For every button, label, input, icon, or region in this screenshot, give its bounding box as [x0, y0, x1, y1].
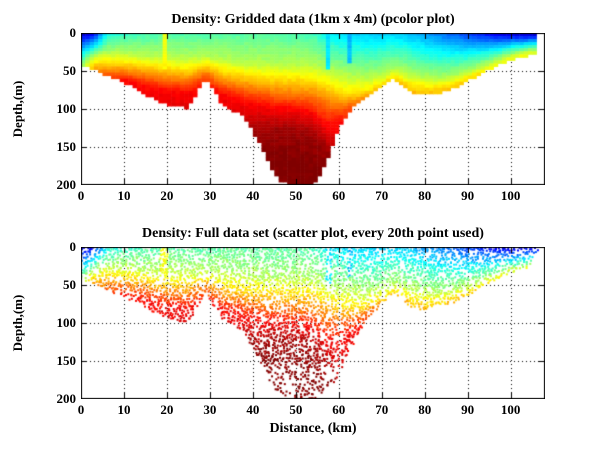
y-tick-label: 0 [69, 25, 77, 40]
y-tick-label: 0 [69, 239, 77, 254]
x-tick-label: 20 [160, 402, 174, 417]
plot2-scatter-canvas [81, 247, 545, 399]
plot1-title: Density: Gridded data (1km x 4m) (pcolor… [171, 12, 455, 27]
x-tick-label: 100 [500, 188, 521, 203]
plot1-pcolor-canvas [81, 33, 545, 185]
plot1-ylabel: Depth,(m) [10, 80, 25, 138]
y-tick-label: 150 [56, 139, 77, 154]
x-tick-label: 70 [375, 188, 389, 203]
x-tick-label: 50 [289, 188, 303, 203]
x-tick-label: 80 [418, 188, 432, 203]
plot2-ylabel: Depth,(m) [10, 294, 25, 352]
x-tick-label: 100 [500, 402, 521, 417]
x-tick-label: 70 [375, 402, 389, 417]
plot2-title: Density: Full data set (scatter plot, ev… [142, 226, 484, 241]
y-tick-label: 150 [56, 353, 77, 368]
x-tick-label: 20 [160, 188, 174, 203]
x-tick-label: 10 [117, 188, 131, 203]
x-tick-label: 10 [117, 402, 131, 417]
y-tick-label: 100 [56, 101, 77, 116]
y-tick-label: 200 [56, 177, 77, 192]
x-tick-label: 30 [203, 402, 217, 417]
x-tick-label: 0 [77, 188, 85, 203]
x-tick-label: 0 [77, 402, 85, 417]
y-tick-label: 50 [63, 277, 76, 292]
x-tick-label: 60 [332, 188, 346, 203]
plot2-xlabel: Distance, (km) [269, 421, 357, 436]
y-tick-label: 200 [56, 391, 77, 406]
x-tick-label: 80 [418, 402, 432, 417]
y-tick-label: 50 [63, 63, 76, 78]
y-tick-label: 100 [56, 315, 77, 330]
x-tick-label: 30 [203, 188, 217, 203]
x-tick-label: 40 [246, 188, 260, 203]
x-tick-label: 90 [461, 188, 475, 203]
x-tick-label: 50 [289, 402, 303, 417]
x-tick-label: 60 [332, 402, 346, 417]
x-tick-label: 40 [246, 402, 260, 417]
x-tick-label: 90 [461, 402, 475, 417]
